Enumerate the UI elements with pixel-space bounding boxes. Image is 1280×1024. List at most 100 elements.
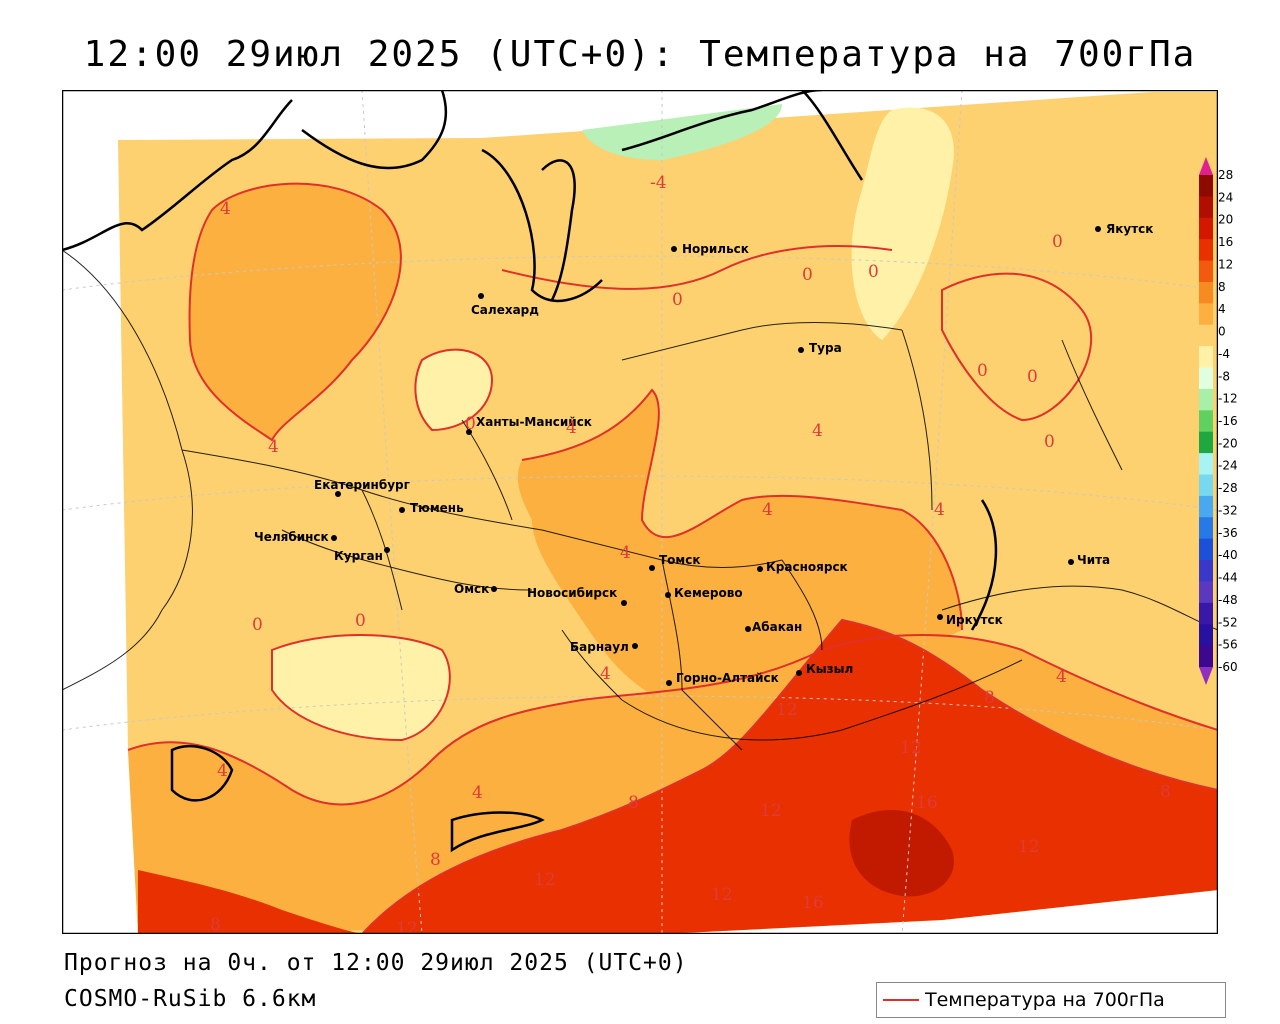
city-label: Челябинск [254,530,329,544]
colorbar-tick-label: 12 [1218,257,1233,271]
colorbar-tick-label: -24 [1218,459,1238,473]
colorbar-cell [1199,431,1213,454]
colorbar-tick-label: -48 [1218,593,1238,607]
city-label: Салехард [471,303,539,317]
colorbar-cell [1199,281,1213,304]
city-label: Барнаул [570,640,629,654]
contour-label: 0 [868,262,879,282]
city-label: Екатеринбург [314,478,410,492]
contour-label: 4 [812,421,823,441]
colorbar-tick-label: -4 [1218,347,1230,361]
colorbar-tick-label: -32 [1218,503,1238,517]
legend-line-swatch [883,999,919,1001]
colorbar-tick-label: 20 [1218,213,1233,227]
colorbar-bottom-arrow [1199,667,1213,685]
contour-label: 16 [802,893,824,913]
cool-zone-mid [415,349,492,430]
colorbar-tick-label: -40 [1218,548,1238,562]
contour-label: 8 [984,688,995,708]
colorbar-tick-label: 28 [1218,168,1233,182]
colorbar-cell [1199,645,1213,668]
colorbar-cell [1199,517,1213,540]
contour-label: 12 [900,738,922,758]
colorbar-tick-label: -36 [1218,526,1238,540]
very-hot-zone [849,810,954,897]
contour-label: 12 [760,801,782,821]
contour-label: 8 [628,793,639,813]
colorbar-tick-label: -12 [1218,392,1238,406]
contour-label: -4 [650,173,667,193]
city-label: Иркутск [946,613,1003,627]
colorbar-cell [1199,410,1213,433]
colorbar-cell [1199,217,1213,240]
city-label: Новосибирск [527,586,617,600]
contour-label: 0 [977,361,988,381]
contour-label: 4 [566,418,577,438]
colorbar-cell [1199,175,1213,197]
contour-label: 12 [1018,837,1040,857]
colorbar-cell [1199,602,1213,625]
forecast-info: Прогноз на 0ч. от 12:00 29июл 2025 (UTC+… [64,950,688,976]
contour-label: 4 [934,500,945,520]
contour-label: 0 [252,615,263,635]
contour-label: 0 [1027,367,1038,387]
colorbar-cell [1199,560,1213,582]
colorbar-cell [1199,388,1213,411]
temperature-colorbar: 28 24 20 16 12 8 4 0 -4 -8 -12 -16 -20 -24 -28 -32 -36 -4… [1199,157,1238,685]
contour-label: 0 [1044,432,1055,452]
cool-zone-east [851,107,954,340]
contour-label: 0 [802,265,813,285]
city-label: Кызыл [806,662,853,676]
colorbar-cell [1199,239,1213,262]
contour-label: 0 [465,414,476,434]
contour-label: 12 [776,700,798,720]
contour-label: 0 [1052,232,1063,252]
contour-label: 12 [711,885,733,905]
contour-label: 4 [268,437,279,457]
warm-zone-ural [189,183,401,440]
colorbar-cell [1199,303,1213,326]
legend-label: Температура на 700гПа [925,989,1165,1011]
colorbar-cell [1199,495,1213,518]
colorbar-cell [1199,324,1213,347]
city-label: Тюмень [410,501,464,515]
model-name: COSMO-RuSib 6.6км [64,986,317,1012]
contour-label: 16 [916,793,938,813]
colorbar-tick-label: 24 [1218,190,1233,204]
contour-label: 4 [600,664,611,684]
colorbar-tick-label: -16 [1218,414,1238,428]
contour-label: 4 [620,543,631,563]
contour-legend: Температура на 700гПа [876,982,1226,1018]
colorbar-tick-label: 8 [1218,280,1226,294]
colorbar-cell [1199,260,1213,283]
temperature-map: Якутск Норильск Салехард Тура Ханты-Манс… [62,90,1218,934]
contour-label: 12 [534,870,556,890]
city-label: Омск [454,582,489,596]
colorbar-tick-label: -28 [1218,481,1238,495]
colorbar-tick-label: -44 [1218,571,1238,585]
contour-label: 8 [210,915,221,934]
colorbar-cell [1199,453,1213,475]
contour-label: 4 [762,500,773,520]
hot-zone-west [138,870,362,934]
contour-label: 0 [355,611,366,631]
colorbar-cell [1199,346,1213,369]
colorbar-tick-label: 16 [1218,235,1233,249]
colorbar-tick-label: -8 [1218,369,1230,383]
colorbar-cell [1199,196,1213,219]
contour-label: 4 [1056,667,1067,687]
city-label: Ханты-Мансийск [476,415,592,429]
colorbar-cell [1199,538,1213,561]
colorbar-tick-label: -52 [1218,615,1238,629]
city-label: Томск [659,553,701,567]
city-label: Якутск [1106,222,1153,236]
hot-zone [362,620,1218,934]
city-label: Красноярск [766,560,848,574]
city-label: Чита [1077,553,1110,567]
city-label: Абакан [752,620,802,634]
colorbar-cell [1199,367,1213,390]
city-label: Норильск [682,242,749,256]
contour-label: 8 [1160,782,1171,802]
city-label: Горно-Алтайск [676,671,779,685]
colorbar-cell [1199,474,1213,497]
